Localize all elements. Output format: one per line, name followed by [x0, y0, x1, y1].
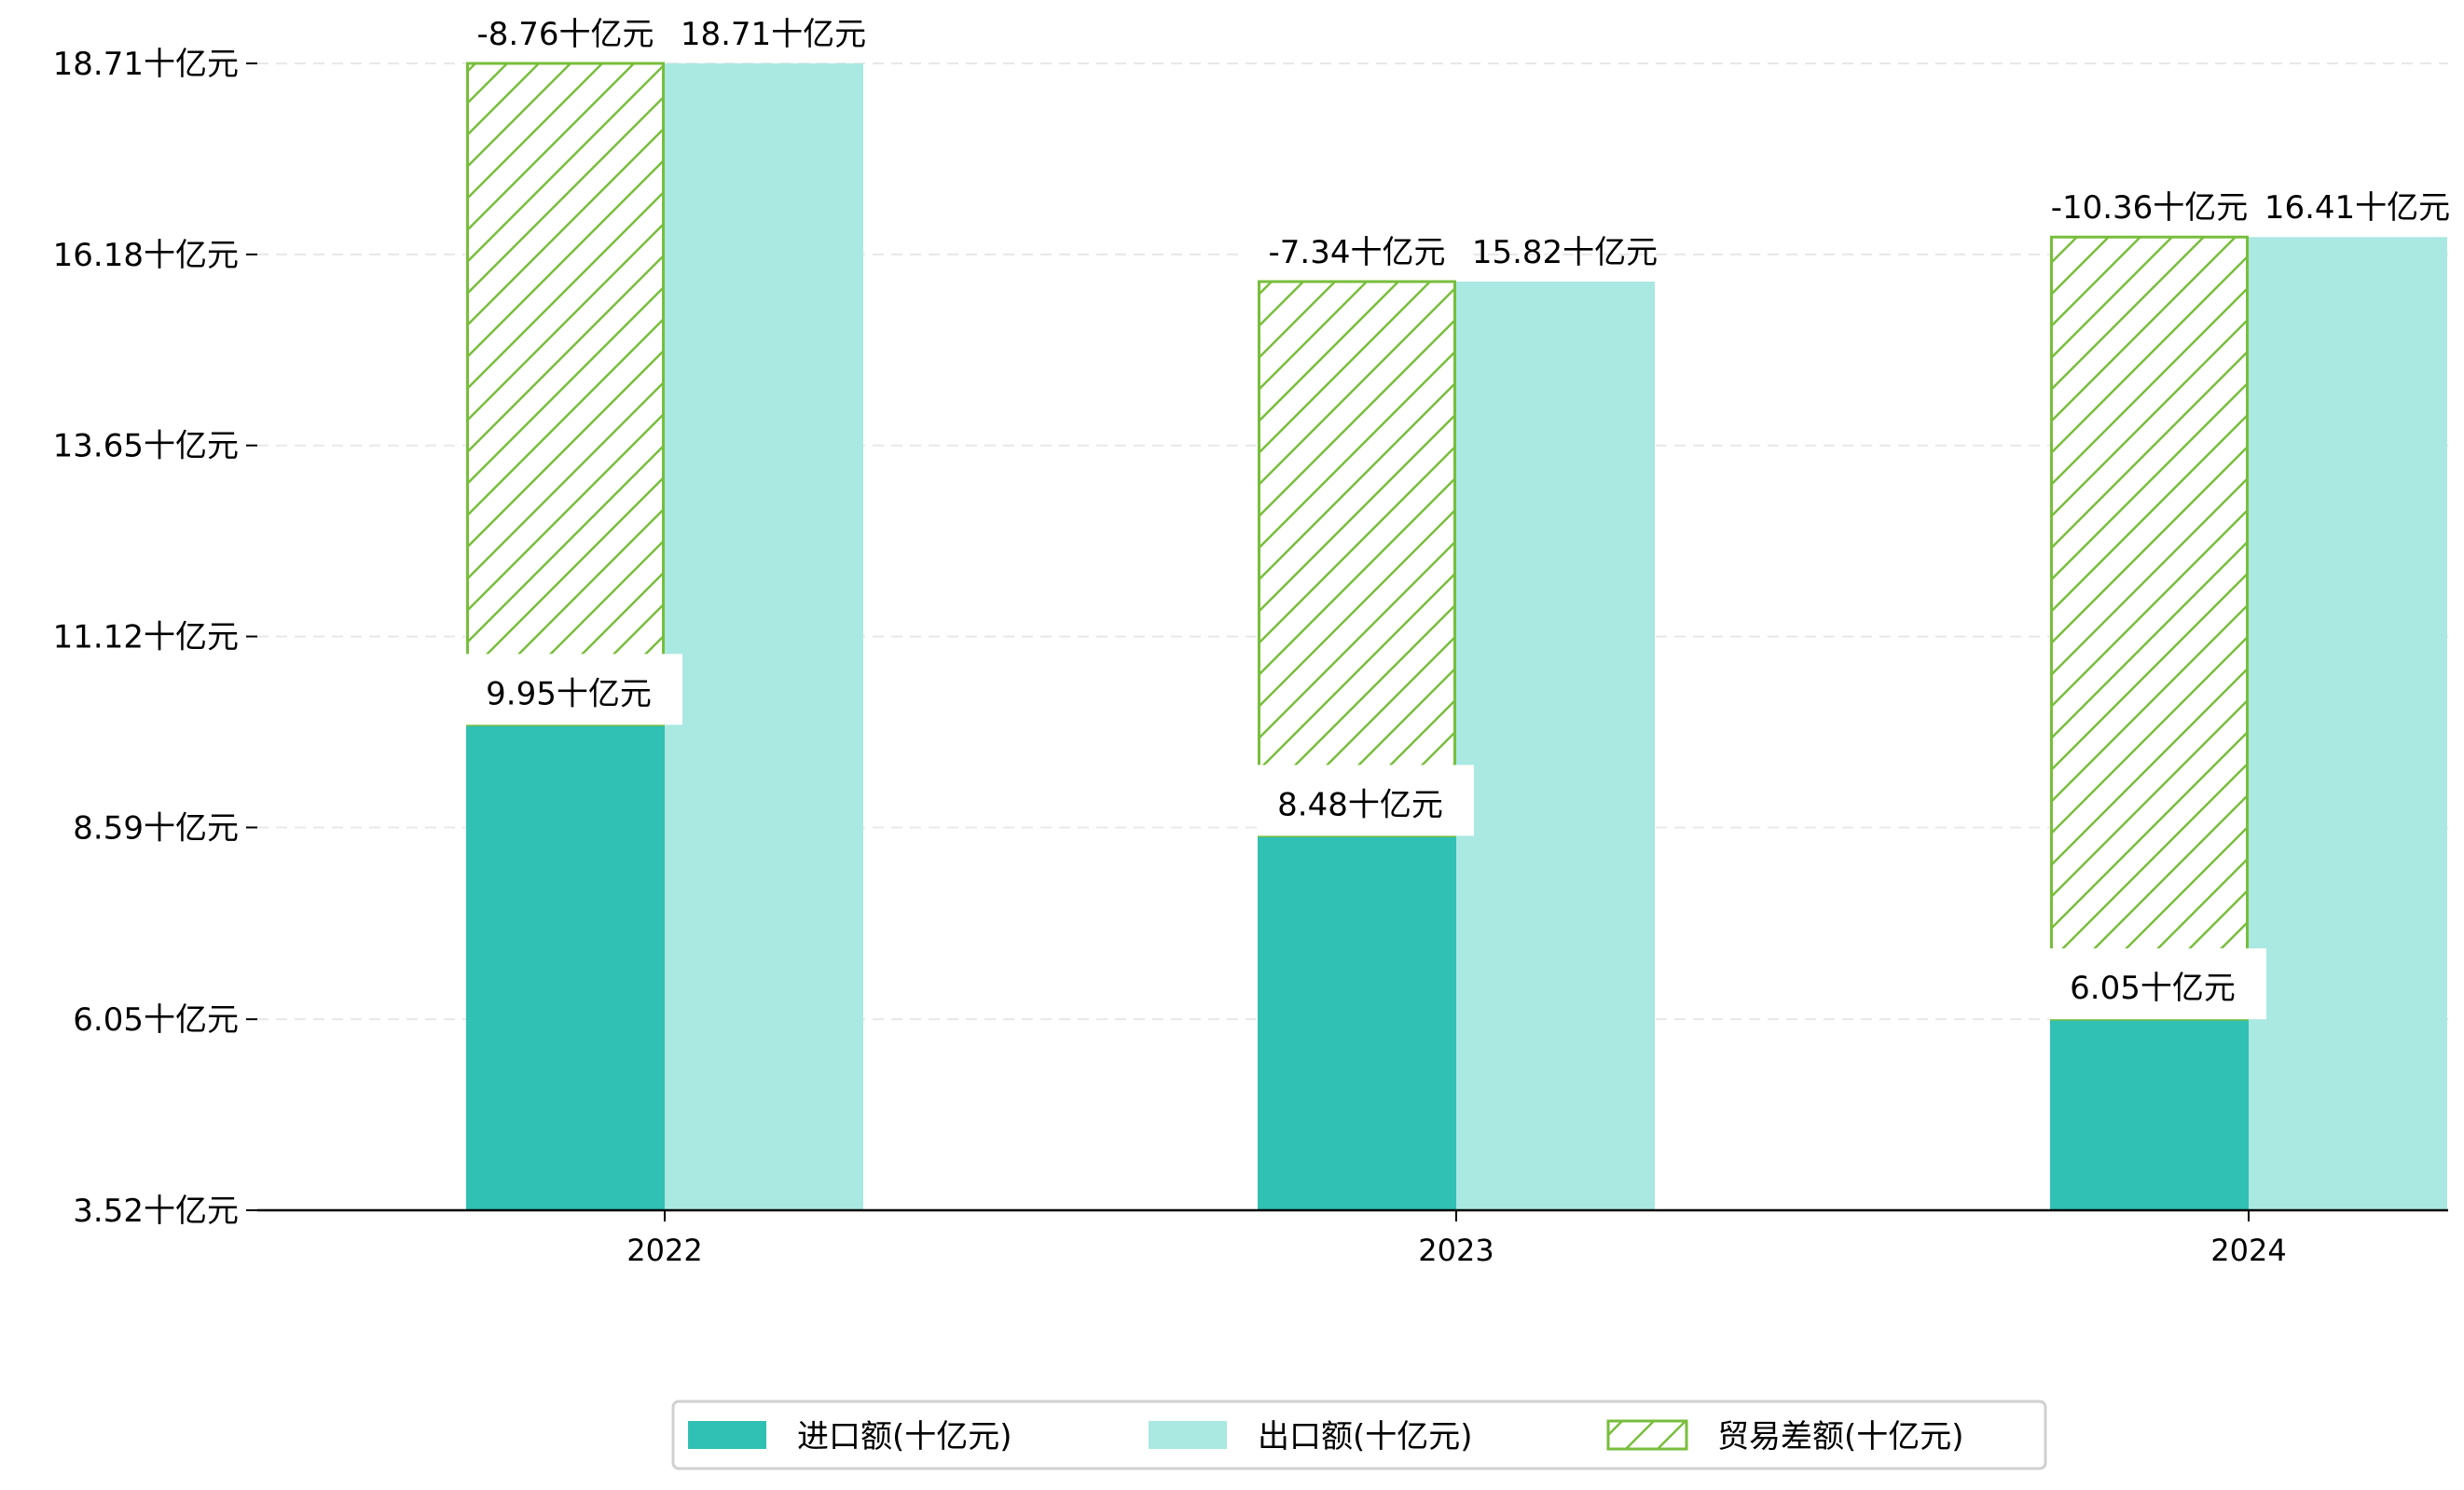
balance-label-box	[448, 0, 682, 60]
import-label-box	[1258, 765, 1474, 836]
y-tick-label: 18.71十亿元	[53, 46, 239, 83]
balance-value-label: -10.36十亿元	[2051, 189, 2249, 227]
trade-balance-bar	[1258, 280, 1456, 837]
trade-balance-bar	[466, 62, 665, 726]
legend-label-1: 出口额(十亿元)	[1258, 1418, 1473, 1456]
legend-swatch-1	[1149, 1421, 1227, 1449]
x-tick-label: 2023	[1418, 1233, 1494, 1268]
legend-label-2: 贸易差额(十亿元)	[1717, 1418, 1964, 1456]
trade-balance-bar	[2050, 235, 2249, 1021]
legend-box	[671, 1400, 2047, 1470]
import-value-label: 6.05十亿元	[2070, 970, 2236, 1007]
y-tick-label: 11.12十亿元	[53, 619, 239, 656]
balance-value-label: -8.76十亿元	[477, 16, 654, 53]
import-value-label: 8.48十亿元	[1277, 786, 1443, 823]
y-tick-label: 6.05十亿元	[73, 1001, 239, 1039]
export-value-label: 15.82十亿元	[1472, 234, 1658, 271]
export-bar	[665, 63, 863, 1210]
balance-label-box	[2032, 173, 2266, 234]
import-bar	[466, 724, 665, 1210]
import-value-label: 9.95十亿元	[486, 675, 652, 712]
x-tick-label: 2024	[2210, 1233, 2286, 1268]
balance-value-label: -7.34十亿元	[1269, 234, 1446, 271]
legend-label-0: 进口额(十亿元)	[797, 1418, 1012, 1456]
x-tick-label: 2022	[626, 1233, 702, 1268]
y-tick-label: 3.52十亿元	[73, 1193, 239, 1230]
y-tick-label: 13.65十亿元	[53, 428, 239, 465]
y-tick-label: 16.18十亿元	[53, 237, 239, 274]
legend-swatch-0	[688, 1421, 766, 1449]
y-tick-label: 8.59十亿元	[73, 809, 239, 847]
export-bar	[2249, 237, 2447, 1210]
import-bar	[2050, 1019, 2249, 1210]
export-value-label: 16.41十亿元	[2264, 189, 2450, 227]
balance-label-box	[1240, 218, 1474, 279]
import-bar	[1258, 835, 1456, 1210]
export-bar	[1456, 282, 1655, 1210]
export-value-label: 18.71十亿元	[681, 16, 866, 53]
legend-swatch-2	[1606, 1419, 1688, 1451]
import-label-box	[2050, 948, 2266, 1020]
import-label-box	[466, 654, 682, 725]
